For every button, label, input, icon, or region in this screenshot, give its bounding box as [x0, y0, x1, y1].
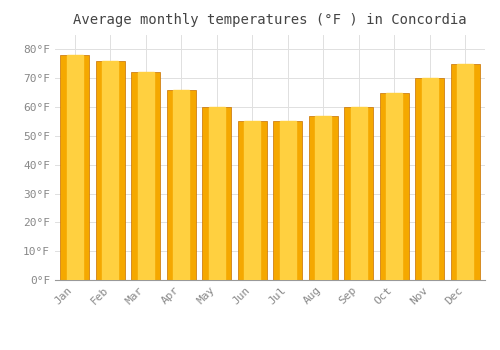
Bar	[416, 78, 444, 280]
Bar	[351, 107, 367, 280]
Bar	[344, 107, 374, 280]
Bar	[273, 121, 302, 280]
Bar	[458, 64, 473, 280]
Bar	[422, 78, 438, 280]
Title: Average monthly temperatures (°F ) in Concordia: Average monthly temperatures (°F ) in Co…	[73, 13, 467, 27]
Bar	[60, 55, 89, 280]
Bar	[308, 116, 338, 280]
Bar	[96, 61, 124, 280]
Bar	[102, 61, 118, 280]
Bar	[451, 64, 480, 280]
Bar	[386, 93, 402, 280]
Bar	[173, 90, 189, 280]
Bar	[238, 121, 267, 280]
Bar	[208, 107, 224, 280]
Bar	[166, 90, 196, 280]
Bar	[280, 121, 296, 280]
Bar	[131, 72, 160, 280]
Bar	[66, 55, 82, 280]
Bar	[202, 107, 232, 280]
Bar	[244, 121, 260, 280]
Bar	[138, 72, 154, 280]
Bar	[380, 93, 409, 280]
Bar	[316, 116, 332, 280]
